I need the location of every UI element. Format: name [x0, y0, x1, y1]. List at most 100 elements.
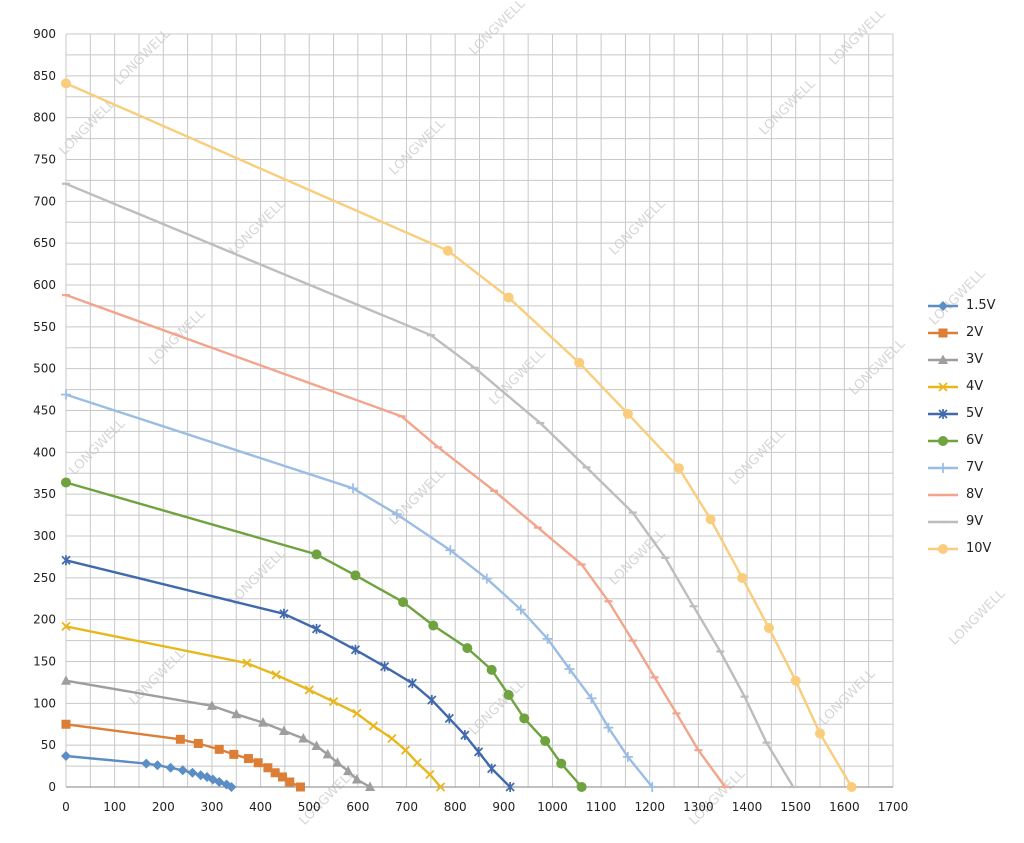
- series-2v: [61, 719, 305, 792]
- legend-swatch: [928, 354, 958, 364]
- data-point: [311, 549, 322, 560]
- y-tick-label: 850: [33, 69, 56, 83]
- series-8v: [62, 293, 730, 789]
- data-point: [328, 697, 339, 707]
- x-tick-label: 100: [103, 800, 126, 814]
- legend-swatch: [928, 462, 958, 473]
- legend-label: 3V: [966, 352, 984, 367]
- x-tick-label: 0: [62, 800, 70, 814]
- data-point: [938, 381, 948, 392]
- data-point: [462, 643, 473, 654]
- data-point: [790, 675, 801, 686]
- data-point: [515, 604, 526, 615]
- y-tick-label: 750: [33, 153, 56, 167]
- chart-grid: [65, 33, 894, 788]
- x-tick-label: 1600: [829, 800, 860, 814]
- data-point: [311, 740, 322, 751]
- data-point: [503, 689, 514, 700]
- data-point: [542, 633, 553, 644]
- series-line: [65, 293, 727, 788]
- legend-swatch: [928, 381, 958, 392]
- legend-item: 2V: [926, 319, 996, 346]
- data-point: [332, 757, 343, 767]
- legend-label: 2V: [966, 325, 984, 340]
- legend-label: 9V: [966, 514, 984, 529]
- data-point: [428, 620, 439, 631]
- data-point: [586, 693, 597, 704]
- data-point: [348, 483, 359, 494]
- data-point: [61, 621, 71, 631]
- data-point: [152, 760, 163, 771]
- data-point: [846, 782, 857, 792]
- watermark-text: LONGWELL: [757, 76, 819, 138]
- data-point: [398, 597, 409, 608]
- legend-swatch: [928, 435, 958, 446]
- data-point: [622, 751, 633, 762]
- x-tick-label: 1300: [683, 800, 714, 814]
- data-point: [938, 462, 948, 473]
- x-tick-label: 500: [298, 800, 321, 814]
- watermark-text: LONGWELL: [467, 0, 529, 58]
- data-point: [763, 623, 774, 634]
- y-tick-label: 450: [33, 404, 56, 418]
- data-point: [278, 725, 289, 735]
- series-3v: [61, 675, 376, 791]
- data-point: [187, 767, 198, 778]
- y-tick-label: 350: [33, 487, 56, 501]
- legend-label: 7V: [966, 460, 984, 475]
- data-point: [938, 354, 948, 364]
- watermark-text: LONGWELL: [297, 766, 359, 828]
- data-point: [270, 768, 280, 778]
- legend-item: 5V: [926, 400, 996, 427]
- x-tick-label: 1500: [780, 800, 811, 814]
- watermark-text: LONGWELL: [487, 346, 549, 408]
- data-point: [61, 719, 71, 729]
- legend-label: 1.5V: [966, 298, 996, 313]
- data-point: [365, 781, 376, 791]
- legend-item: 1.5V: [926, 292, 996, 319]
- x-tick-label: 600: [346, 800, 369, 814]
- watermark-text: LONGWELL: [727, 426, 789, 488]
- y-tick-label: 300: [33, 529, 56, 543]
- data-point: [407, 678, 417, 689]
- data-point: [576, 782, 587, 792]
- data-point: [61, 675, 71, 685]
- data-point: [61, 78, 71, 89]
- data-point: [165, 762, 176, 773]
- data-point: [271, 670, 281, 680]
- data-point: [175, 734, 185, 744]
- legend-item: 7V: [926, 454, 996, 481]
- data-point: [352, 708, 362, 719]
- data-point: [938, 543, 948, 554]
- y-tick-label: 0: [48, 780, 56, 794]
- data-point: [351, 773, 362, 784]
- data-point: [622, 408, 633, 419]
- legend-item: 8V: [926, 481, 996, 508]
- watermark-text: LONGWELL: [947, 586, 1009, 648]
- data-point: [737, 572, 748, 583]
- data-point: [242, 658, 252, 668]
- data-point: [350, 570, 361, 581]
- legend-swatch: [928, 300, 958, 311]
- data-point: [285, 777, 295, 787]
- data-point: [938, 435, 948, 446]
- data-point: [277, 772, 287, 782]
- data-point: [368, 721, 379, 731]
- data-point: [253, 758, 263, 768]
- data-point: [350, 644, 361, 655]
- data-point: [387, 733, 397, 744]
- x-tick-label: 800: [444, 800, 467, 814]
- data-point: [177, 765, 188, 776]
- data-point: [141, 758, 152, 769]
- data-point: [263, 763, 273, 773]
- series-1-5v: [61, 751, 237, 792]
- data-point: [519, 713, 530, 724]
- y-tick-label: 500: [33, 362, 56, 376]
- data-point: [481, 573, 492, 584]
- series-4v: [61, 621, 446, 792]
- x-tick-label: 1000: [537, 800, 568, 814]
- data-point: [279, 608, 289, 619]
- series-5v: [61, 555, 515, 792]
- series-10v: [61, 78, 857, 792]
